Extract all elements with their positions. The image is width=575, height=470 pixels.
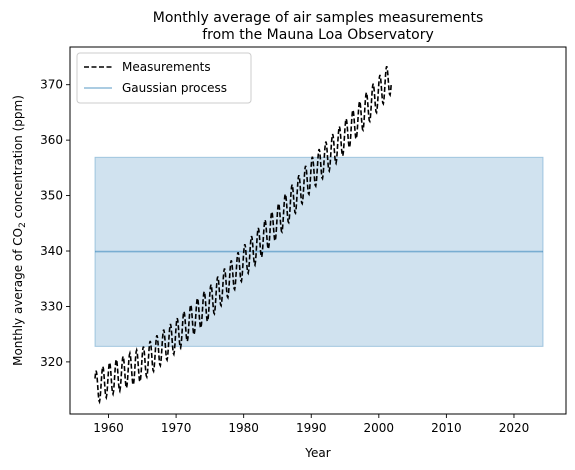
y-axis-label-suffix: concentration (ppm) xyxy=(11,95,25,222)
x-tick-label: 2000 xyxy=(364,421,395,435)
y-tick-label: 350 xyxy=(40,189,63,203)
x-axis-label: Year xyxy=(304,446,330,460)
y-tick-label: 340 xyxy=(40,244,63,258)
x-tick-label: 1980 xyxy=(228,421,259,435)
x-tick-label: 2010 xyxy=(431,421,462,435)
legend-label-gaussian-process: Gaussian process xyxy=(122,81,227,95)
y-tick-label: 320 xyxy=(40,355,63,369)
y-tick-label: 360 xyxy=(40,133,63,147)
plot-area xyxy=(94,66,544,405)
y-tick-label: 370 xyxy=(40,78,63,92)
y-axis-label: Monthly average of CO2 concentration (pp… xyxy=(11,95,28,366)
chart-title-line1: Monthly average of air samples measureme… xyxy=(153,10,484,26)
legend-box xyxy=(76,52,252,104)
x-tick-label: 1960 xyxy=(93,421,124,435)
y-axis-label-prefix: Monthly average of CO xyxy=(11,228,25,366)
y-axis-label-subscript: 2 xyxy=(18,222,28,228)
measurements-series-line xyxy=(94,66,393,405)
legend: Measurements Gaussian process xyxy=(76,52,252,104)
axis-ticks: 1960 1970 1980 1990 2000 2010 2020 320 330 340 350… xyxy=(40,78,529,435)
legend-label-measurements: Measurements xyxy=(122,60,211,74)
y-tick-label: 330 xyxy=(40,299,63,313)
chart-title-line2: from the Mauna Loa Observatory xyxy=(202,27,434,43)
x-tick-label: 2020 xyxy=(499,421,530,435)
x-tick-label: 1970 xyxy=(161,421,192,435)
axes-frame xyxy=(69,46,567,415)
x-tick-label: 1990 xyxy=(296,421,327,435)
